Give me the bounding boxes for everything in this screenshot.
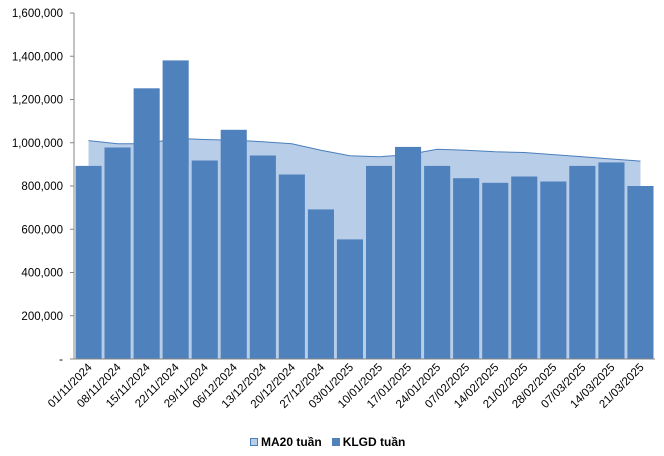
bar-klgd <box>336 239 363 359</box>
bar-klgd <box>627 186 654 359</box>
bar-klgd <box>249 155 276 359</box>
legend-label-klgd: KLGD tuần <box>342 435 406 449</box>
bar-klgd <box>569 165 596 359</box>
bar-klgd <box>133 88 160 360</box>
y-tick-label: 1,600,000 <box>12 8 63 20</box>
x-tick-layer: 01/11/202408/11/202415/11/202422/11/2024… <box>46 361 647 411</box>
bar-klgd <box>366 165 393 359</box>
y-tick-label: 1,400,000 <box>12 51 63 63</box>
bar-klgd <box>395 146 422 359</box>
y-tick-label: 800,000 <box>21 181 63 193</box>
y-tick-label: 200,000 <box>21 311 63 323</box>
legend-swatch-ma20 <box>250 438 258 446</box>
legend: MA20 tuần KLGD tuần <box>250 433 405 451</box>
bar-klgd <box>511 176 538 359</box>
bar-klgd <box>220 129 247 359</box>
y-tick-label: 1,200,000 <box>12 95 63 107</box>
bar-klgd <box>162 60 189 360</box>
legend-item-klgd: KLGD tuần <box>331 435 406 449</box>
bar-klgd <box>424 165 451 359</box>
y-tick-label: - <box>59 354 63 366</box>
bar-klgd <box>482 182 509 359</box>
legend-item-ma20: MA20 tuần <box>250 435 322 449</box>
bar-klgd <box>307 209 334 359</box>
legend-label-ma20: MA20 tuần <box>261 435 322 449</box>
bar-klgd <box>540 181 567 359</box>
bar-layer <box>75 60 654 360</box>
y-tick-label: 400,000 <box>21 268 63 280</box>
legend-swatch-klgd <box>331 438 340 446</box>
bar-klgd <box>598 162 625 359</box>
y-tick-layer: - 200,000 400,000 600,000 800,000 1,000,000 1,… <box>12 8 74 366</box>
bar-klgd <box>278 174 305 359</box>
y-tick-label: 600,000 <box>21 224 63 236</box>
bar-klgd <box>75 165 102 359</box>
bar-klgd <box>191 160 218 359</box>
y-tick-label: 1,000,000 <box>12 138 63 150</box>
bar-klgd <box>104 147 131 359</box>
bar-klgd <box>453 178 480 359</box>
